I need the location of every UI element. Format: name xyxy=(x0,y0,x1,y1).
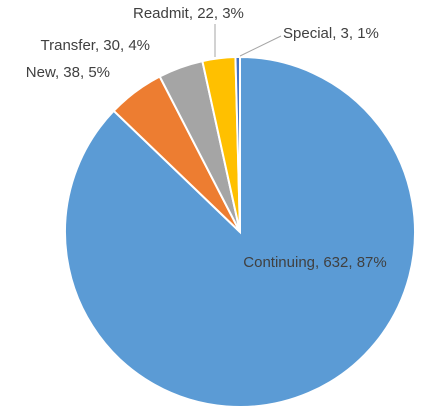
data-label: New, 38, 5% xyxy=(25,64,110,81)
data-label: Readmit, 22, 3% xyxy=(133,5,244,22)
pie-slice xyxy=(234,55,241,233)
leader-line xyxy=(239,35,282,57)
data-label: Special, 3, 1% xyxy=(283,25,379,42)
data-label: Transfer, 30, 4% xyxy=(40,37,151,54)
data-label: Continuing, 632, 87% xyxy=(243,254,387,271)
